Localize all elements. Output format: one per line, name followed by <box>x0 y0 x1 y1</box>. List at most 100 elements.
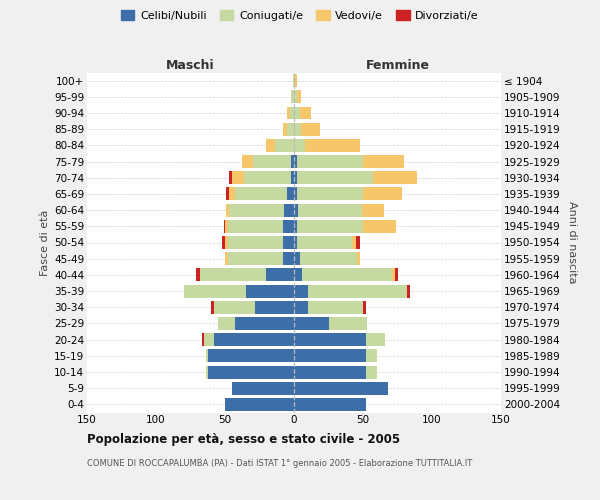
Bar <box>205 333 214 346</box>
Bar <box>299 252 358 265</box>
Bar <box>294 333 366 346</box>
Bar <box>244 172 291 184</box>
Bar <box>352 236 356 249</box>
Bar <box>229 204 284 216</box>
Bar <box>294 172 297 184</box>
Bar <box>293 74 294 87</box>
Bar <box>356 236 360 249</box>
Bar <box>294 204 298 216</box>
Bar <box>294 220 297 233</box>
Bar <box>196 268 200 281</box>
Bar <box>294 382 388 394</box>
Bar <box>284 204 294 216</box>
Bar <box>228 220 283 233</box>
Text: Popolazione per età, sesso e stato civile - 2005: Popolazione per età, sesso e stato civil… <box>87 432 400 446</box>
Bar <box>392 268 395 281</box>
Bar <box>226 204 229 216</box>
Bar <box>297 172 373 184</box>
Bar <box>218 317 235 330</box>
Bar <box>202 333 205 346</box>
Bar <box>225 236 228 249</box>
Bar <box>266 268 294 281</box>
Bar <box>222 236 225 249</box>
Bar <box>291 90 294 104</box>
Bar <box>297 220 363 233</box>
Y-axis label: Fasce di età: Fasce di età <box>40 210 50 276</box>
Bar <box>294 301 308 314</box>
Bar <box>184 284 246 298</box>
Bar <box>228 236 283 249</box>
Bar <box>283 220 294 233</box>
Bar <box>235 317 294 330</box>
Bar <box>242 155 253 168</box>
Bar <box>294 90 297 104</box>
Bar <box>225 398 294 411</box>
Y-axis label: Anni di nascita: Anni di nascita <box>567 201 577 283</box>
Bar <box>283 252 294 265</box>
Bar <box>229 172 232 184</box>
Bar <box>291 172 294 184</box>
Bar <box>283 236 294 249</box>
Bar <box>229 188 235 200</box>
Bar <box>329 317 367 330</box>
Bar <box>246 284 294 298</box>
Bar <box>297 155 363 168</box>
Bar <box>214 333 294 346</box>
Bar <box>291 155 294 168</box>
Bar <box>363 220 396 233</box>
Bar <box>287 106 290 120</box>
Bar <box>294 268 302 281</box>
Bar <box>294 350 366 362</box>
Bar <box>297 188 363 200</box>
Bar <box>275 139 294 152</box>
Bar <box>302 268 392 281</box>
Bar <box>373 172 417 184</box>
Bar <box>299 106 311 120</box>
Bar <box>358 252 360 265</box>
Bar <box>283 122 287 136</box>
Bar <box>226 188 229 200</box>
Bar <box>294 366 366 378</box>
Bar <box>206 350 208 362</box>
Bar <box>200 268 266 281</box>
Bar <box>294 236 297 249</box>
Bar <box>297 236 352 249</box>
Bar <box>253 155 291 168</box>
Bar <box>395 268 398 281</box>
Bar <box>290 106 294 120</box>
Bar <box>294 317 329 330</box>
Bar <box>225 220 228 233</box>
Bar <box>363 155 404 168</box>
Text: Maschi: Maschi <box>166 58 215 71</box>
Bar <box>287 122 294 136</box>
Bar <box>294 74 297 87</box>
Bar <box>287 188 294 200</box>
Bar <box>294 188 297 200</box>
Bar <box>256 301 294 314</box>
Bar <box>366 350 377 362</box>
Bar <box>214 301 256 314</box>
Bar <box>206 366 208 378</box>
Bar <box>294 122 301 136</box>
Bar <box>294 139 305 152</box>
Bar <box>294 284 308 298</box>
Bar <box>308 284 407 298</box>
Bar <box>294 398 366 411</box>
Bar <box>366 366 377 378</box>
Bar <box>301 122 320 136</box>
Bar <box>232 382 294 394</box>
Bar <box>294 252 299 265</box>
Bar <box>211 301 214 314</box>
Legend: Celibi/Nubili, Coniugati/e, Vedovi/e, Divorziati/e: Celibi/Nubili, Coniugati/e, Vedovi/e, Di… <box>117 6 483 25</box>
Bar <box>363 301 366 314</box>
Bar <box>225 252 228 265</box>
Bar <box>366 333 385 346</box>
Bar <box>228 252 283 265</box>
Bar <box>224 220 225 233</box>
Bar <box>407 284 410 298</box>
Bar <box>266 139 275 152</box>
Bar <box>294 106 299 120</box>
Bar <box>235 188 287 200</box>
Text: COMUNE DI ROCCAPALUMBA (PA) - Dati ISTAT 1° gennaio 2005 - Elaborazione TUTTITAL: COMUNE DI ROCCAPALUMBA (PA) - Dati ISTAT… <box>87 459 472 468</box>
Bar <box>232 172 244 184</box>
